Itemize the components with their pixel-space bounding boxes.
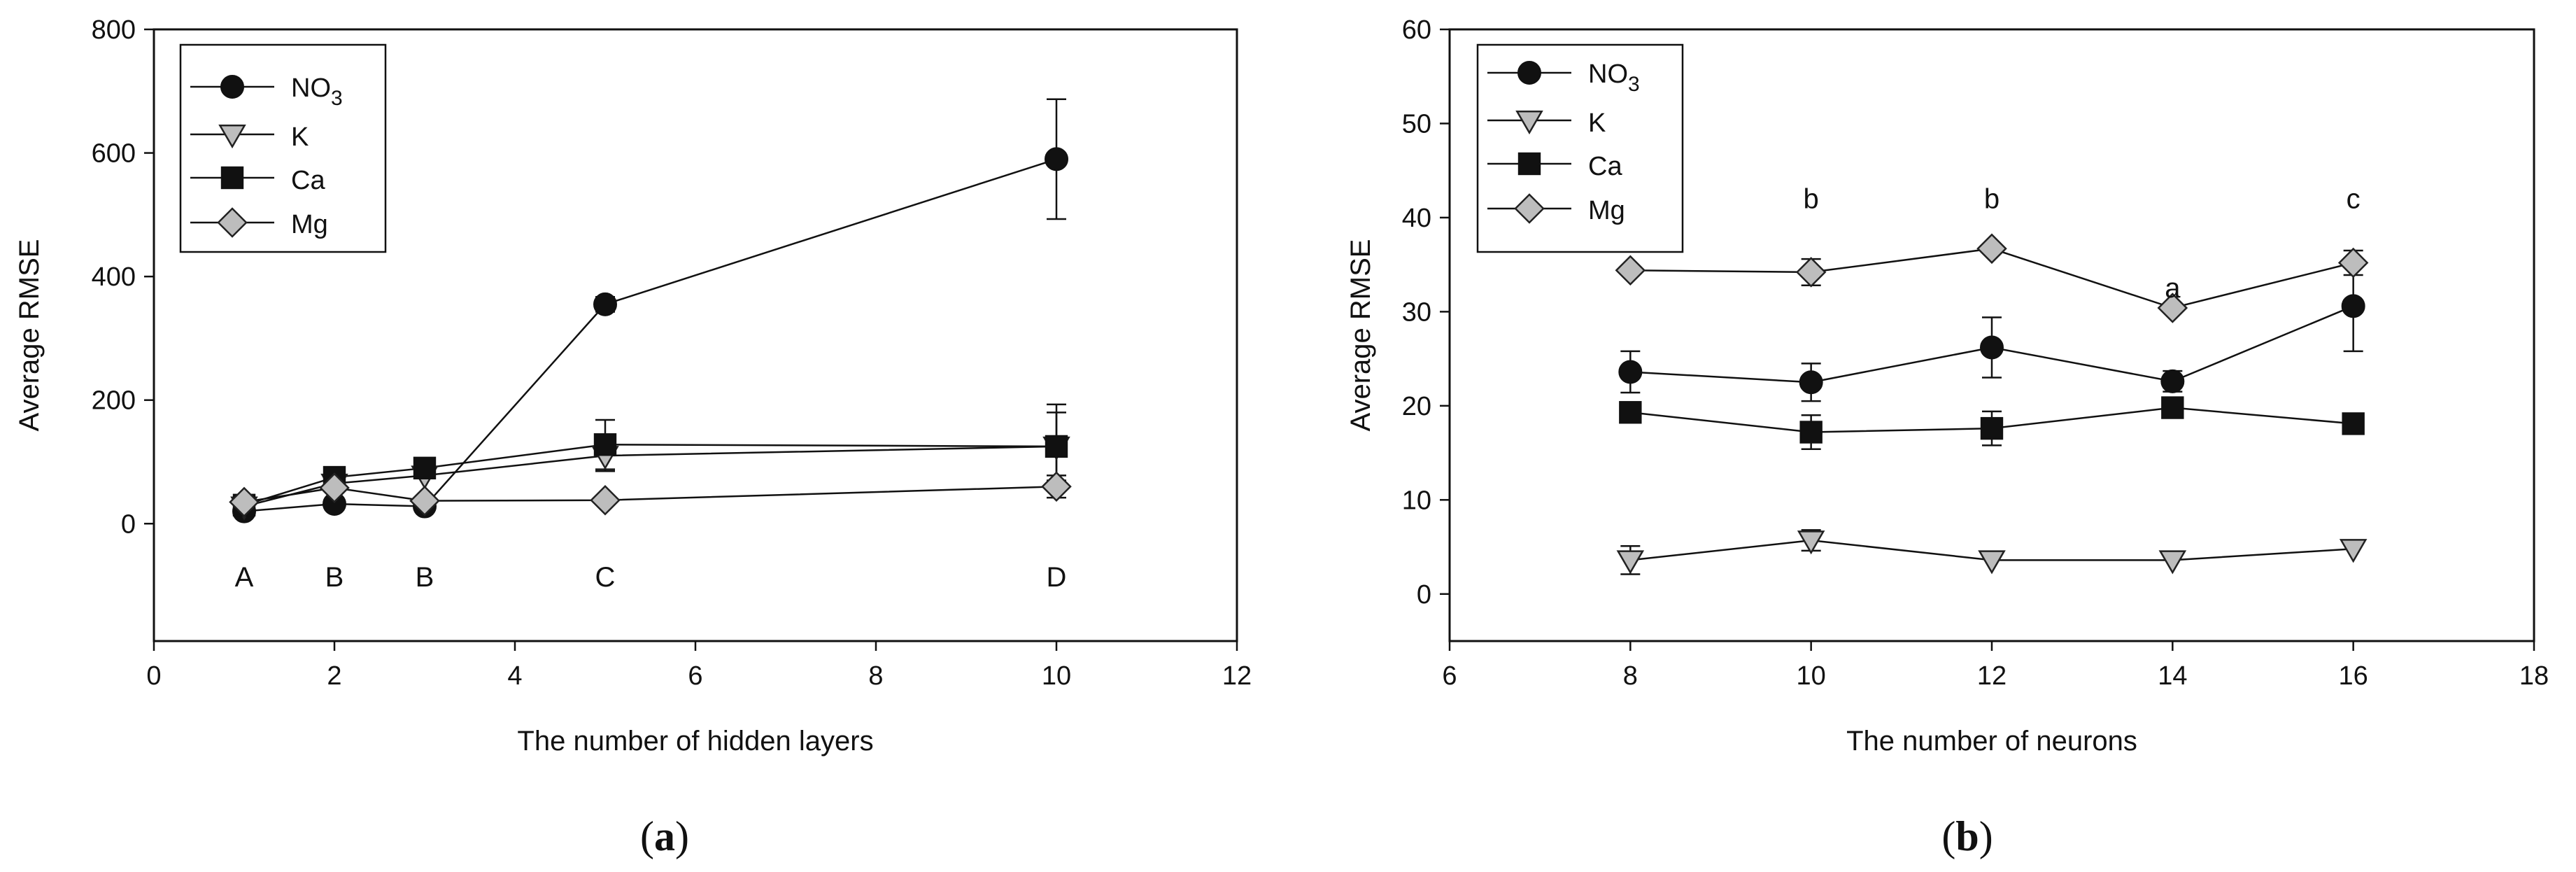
data-point-no3	[1045, 147, 1068, 171]
data-point-mg	[590, 484, 621, 516]
x-tick-label: 16	[2339, 661, 2368, 691]
legend-box-a	[179, 43, 387, 253]
y-tick-label: 600	[92, 139, 136, 169]
y-tick-label: 0	[121, 509, 136, 539]
significance-letter: A	[235, 562, 254, 593]
data-point-mg	[1615, 255, 1646, 286]
significance-letter: B	[325, 562, 344, 593]
legend-marker-mg	[1514, 193, 1545, 224]
data-point-no3	[593, 292, 617, 316]
y-tick-label: 60	[1402, 15, 1431, 45]
significance-letter: C	[595, 562, 616, 593]
x-tick-label: 12	[1222, 661, 1252, 691]
legend-marker-mg	[217, 207, 248, 238]
legend-label-ca-b: Ca	[1588, 152, 1622, 181]
data-point-k	[1797, 530, 1825, 555]
legend-marker-no3	[220, 75, 244, 99]
data-point-ca	[1619, 401, 1642, 424]
x-tick-label: 18	[2519, 661, 2549, 691]
legend-marker-ca	[220, 166, 244, 190]
data-point-mg	[1041, 471, 1072, 502]
y-tick-label: 40	[1402, 204, 1431, 233]
legend-marker-k	[218, 124, 246, 149]
legend-label-ca: Ca	[291, 166, 325, 195]
data-point-no3	[2160, 369, 2185, 393]
significance-letter: c	[2347, 183, 2361, 214]
x-axis-label-a: The number of hidden layers	[517, 726, 873, 757]
x-tick-label: 10	[1797, 661, 1826, 691]
x-tick-label: 12	[1977, 661, 2007, 691]
data-point-ca	[1980, 416, 2004, 440]
panel-label-a: (a)	[640, 813, 689, 859]
significance-letter: b	[1984, 183, 2000, 214]
legend-label-no3-b: NO3	[1588, 59, 1640, 96]
significance-letter: D	[1047, 562, 1067, 593]
data-point-k	[2158, 550, 2187, 575]
series-line-k	[243, 445, 1057, 507]
data-point-ca	[413, 456, 437, 480]
legend-label-mg-b: Mg	[1588, 196, 1625, 225]
data-point-mg	[319, 472, 350, 503]
legend-label-k-b: K	[1588, 108, 1606, 138]
data-point-mg	[409, 485, 440, 516]
x-tick-label: 8	[1623, 661, 1638, 691]
data-point-mg	[1795, 257, 1827, 288]
y-tick-label: 200	[92, 386, 136, 416]
x-axis-label-b: The number of neurons	[1846, 726, 2137, 757]
data-point-mg	[2157, 293, 2188, 323]
legend-label-no3: NO3	[291, 73, 343, 110]
data-point-no3	[1799, 370, 1823, 395]
chart-panel-a: 0 2 4 6 8 10 12 0 200 400 600 800 A B B C D The number …	[14, 15, 1252, 757]
x-tick-label: 6	[1442, 661, 1457, 691]
data-point-ca	[1045, 435, 1068, 458]
y-tick-label: 20	[1402, 392, 1431, 421]
data-point-ca	[2342, 412, 2365, 435]
y-tick-label: 30	[1402, 297, 1431, 327]
legend-b: NO3 K Ca Mg	[1476, 43, 1684, 253]
y-axis-label-a: Average RMSE	[14, 239, 45, 432]
data-point-ca	[1799, 421, 1823, 444]
data-point-k	[2339, 539, 2368, 563]
series-line-mg	[243, 486, 1057, 503]
data-point-no3	[1980, 335, 2004, 360]
legend-label-k: K	[291, 122, 309, 152]
x-tick-label: 2	[327, 661, 341, 691]
data-point-mg	[2337, 247, 2369, 279]
y-tick-label: 0	[1417, 580, 1431, 610]
y-tick-label: 10	[1402, 486, 1431, 515]
significance-letter: b	[1804, 183, 1819, 214]
y-tick-label: 50	[1402, 109, 1431, 139]
data-point-k	[1978, 550, 2006, 575]
legend-marker-no3	[1517, 61, 1541, 85]
x-tick-label: 6	[688, 661, 702, 691]
data-point-k	[1616, 550, 1645, 575]
y-axis-label-b: Average RMSE	[1345, 239, 1376, 432]
panel-label-b: (b)	[1941, 813, 1993, 859]
significance-letter: a	[2165, 273, 2181, 304]
data-point-no3	[2341, 294, 2365, 318]
series-line-ca	[243, 444, 1057, 506]
x-tick-label: 10	[1042, 661, 1071, 691]
y-tick-label: 800	[92, 15, 136, 45]
x-tick-label: 0	[146, 661, 161, 691]
legend-box-b	[1476, 43, 1684, 253]
data-point-mg	[229, 486, 260, 518]
x-tick-label: 4	[507, 661, 522, 691]
legend-a: NO3 K Ca Mg	[179, 43, 387, 253]
data-point-no3	[1618, 360, 1643, 384]
x-tick-label: 8	[868, 661, 883, 691]
y-tick-label: 400	[92, 262, 136, 292]
legend-marker-k	[1515, 110, 1543, 135]
legend-marker-ca	[1517, 152, 1541, 176]
legend-label-mg: Mg	[291, 210, 328, 239]
data-point-ca	[593, 433, 617, 456]
significance-letter: B	[416, 562, 434, 593]
data-point-ca	[2161, 396, 2184, 419]
data-point-mg	[1976, 233, 2007, 265]
x-tick-label: 14	[2158, 661, 2187, 691]
